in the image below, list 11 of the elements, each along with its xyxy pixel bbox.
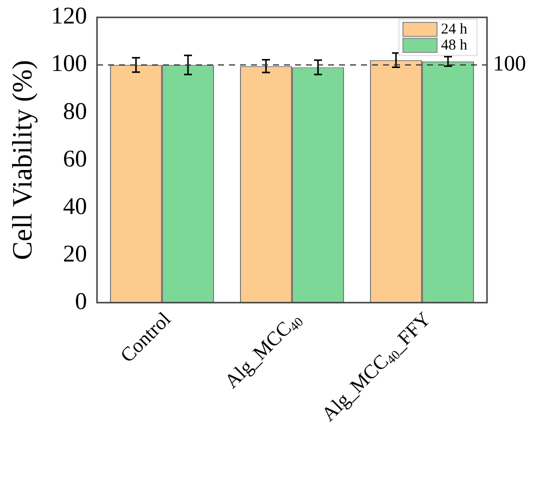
y-tick-label: 80 [63,98,87,125]
legend-label: 24 h [441,21,468,38]
ref-line-label: 100 [493,50,526,76]
y-tick-label: 100 [51,51,87,78]
y-tick-label: 60 [63,146,87,172]
y-tick-label: 120 [51,4,87,30]
y-tick-label: 40 [63,194,87,220]
y-axis-title: Cell Viability (%) [7,60,38,260]
y-tick-label: 20 [63,241,87,268]
legend-label: 48 h [441,37,468,54]
y-tick-label: 0 [75,288,87,315]
